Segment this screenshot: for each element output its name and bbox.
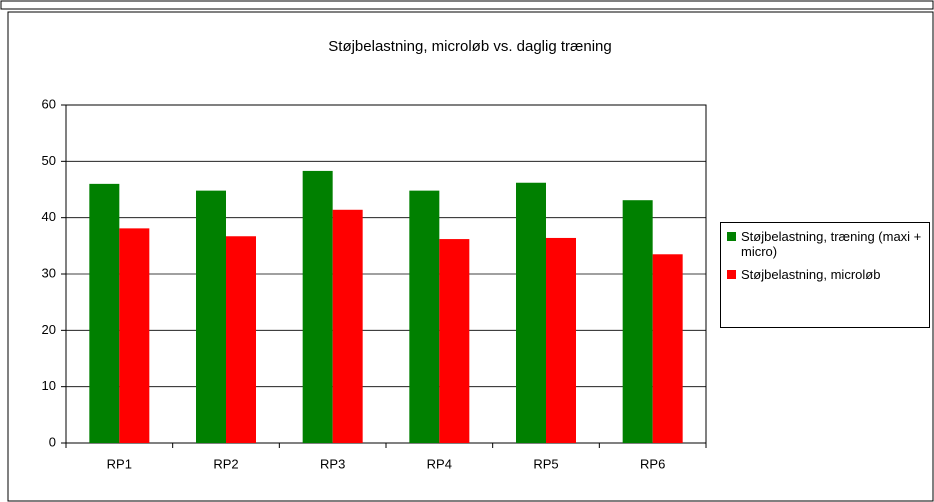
bar [119,228,150,443]
bar [409,190,440,443]
bar [622,200,653,443]
chart-frame [7,11,934,502]
legend-swatch [727,270,736,279]
legend-swatch [727,232,736,241]
bar [226,236,256,443]
bar [302,170,333,443]
y-tick-label: 20 [42,322,56,337]
y-tick-label: 40 [42,209,56,224]
bar [332,209,363,443]
chart-title: Støjbelastning, microløb vs. daglig træn… [328,38,611,55]
x-tick-label: RP5 [533,456,558,471]
legend-item: Støjbelastning, microløb [727,267,925,282]
x-tick-label: RP4 [427,456,452,471]
y-tick-label: 0 [49,434,56,449]
bar [89,183,120,443]
y-tick-label: 50 [42,153,56,168]
legend-item: Støjbelastning, træning (maxi + micro) [727,229,925,259]
x-tick-label: RP3 [320,456,345,471]
y-tick-label: 60 [42,96,56,111]
y-tick-label: 30 [42,265,56,280]
x-tick-label: RP1 [107,456,132,471]
bar [439,239,470,443]
bar [516,182,546,444]
x-tick-label: RP6 [640,456,665,471]
frame-top [0,0,934,10]
legend: Støjbelastning, træning (maxi + micro) St… [720,222,930,328]
bar [652,254,683,443]
legend-label: Støjbelastning, microløb [741,267,881,282]
x-tick-label: RP2 [213,456,238,471]
legend-label: Støjbelastning, træning (maxi + micro) [741,229,922,259]
y-tick-label: 10 [42,378,56,393]
bar [196,190,226,443]
bar [546,237,576,443]
